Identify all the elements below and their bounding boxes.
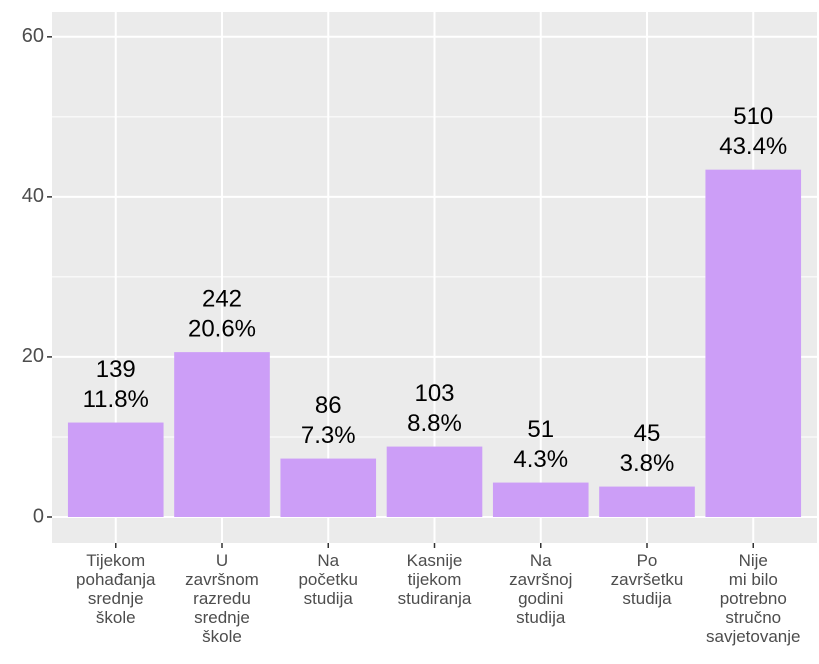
value-label: 8.8%	[407, 410, 462, 437]
count-label: 51	[527, 416, 554, 443]
x-tick-label: U završnom razredu srednje škole	[185, 551, 259, 646]
count-label: 45	[634, 420, 661, 447]
bar	[705, 169, 802, 517]
bar	[280, 458, 377, 517]
count-label: 139	[96, 356, 136, 383]
bar	[67, 422, 164, 517]
x-tick-label: Tijekom pohađanja srednje škole	[76, 551, 156, 627]
value-label: 43.4%	[719, 133, 787, 160]
bar	[492, 482, 589, 517]
x-tick-label: Na početku studija	[298, 551, 359, 608]
x-tick-label: Na završnoj godini studija	[509, 551, 573, 627]
count-label: 103	[414, 380, 454, 407]
y-tick-label: 60	[22, 25, 44, 47]
value-label: 4.3%	[513, 446, 568, 473]
bar	[386, 446, 483, 517]
count-label: 86	[315, 392, 342, 419]
y-tick-label: 0	[33, 505, 44, 527]
bar	[174, 352, 270, 517]
count-label: 242	[202, 285, 242, 312]
value-label: 7.3%	[301, 422, 356, 449]
value-label: 11.8%	[83, 386, 149, 413]
bar	[599, 486, 695, 517]
count-label: 510	[733, 103, 773, 130]
y-tick-label: 40	[22, 185, 44, 207]
x-tick-label: Kasnije tijekom studiranja	[397, 551, 472, 608]
y-tick-label: 20	[22, 345, 44, 367]
value-label: 20.6%	[188, 315, 256, 342]
x-tick-label: Nije mi bilo potrebno stručno savjetovan…	[705, 551, 801, 646]
x-tick-label: Po završetku studija	[610, 551, 684, 608]
value-label: 3.8%	[620, 450, 675, 477]
